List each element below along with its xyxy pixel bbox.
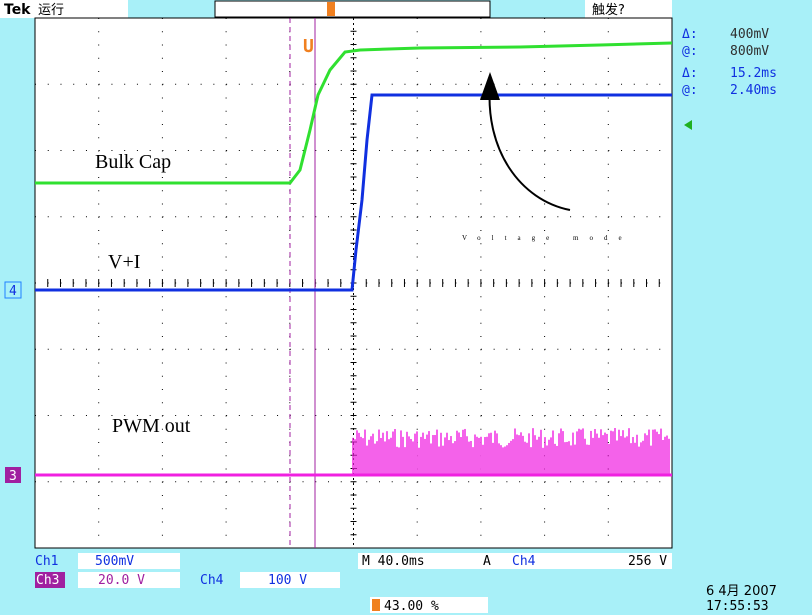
ch1-scale: 500mV <box>95 554 134 569</box>
readout-value: 2.40ms <box>730 83 777 98</box>
readout-value: 400mV <box>730 27 769 42</box>
ch4-marker-label: 4 <box>9 284 17 299</box>
readout-symbol: @: <box>682 44 698 59</box>
trigger-level: 256 V <box>628 554 667 569</box>
ch1-label: Ch1 <box>35 554 58 569</box>
ch4-label: Ch4 <box>200 573 224 588</box>
time: 17:55:53 <box>706 599 769 614</box>
run-status: 运行 <box>38 3 64 18</box>
readout-value: 15.2ms <box>730 66 777 81</box>
voltage-mode-label: Voltage mode <box>462 234 633 242</box>
scope-screen: Tek 运行 触发? U 4 3 Bulk Cap V+I PWM out Vo… <box>0 0 812 615</box>
date: 6 4月 2007 <box>706 584 777 599</box>
ch3-label: Ch3 <box>36 573 59 588</box>
readout-symbol: @: <box>682 83 698 98</box>
readout-value: 800mV <box>730 44 769 59</box>
trigger-status: 触发? <box>592 2 625 18</box>
trigger-position: 43.00 % <box>384 599 439 614</box>
trigger-marker: U <box>303 36 314 57</box>
readout-symbol: Δ: <box>682 27 698 42</box>
ch3-marker-label: 3 <box>9 469 17 484</box>
trigger-label: A <box>483 554 491 569</box>
brand: Tek <box>4 2 31 18</box>
ch4-scale: 100 V <box>268 573 307 588</box>
bulk-cap-label: Bulk Cap <box>95 151 171 173</box>
position-marker <box>372 599 380 611</box>
readout-symbol: Δ: <box>682 66 698 81</box>
trigger-point <box>327 2 335 16</box>
trigger-source: Ch4 <box>512 554 536 569</box>
v-plus-i-label: V+I <box>108 251 140 273</box>
pwm-out-label: PWM out <box>112 415 191 437</box>
timebase: M 40.0ms <box>362 554 425 569</box>
record-bar <box>215 1 490 17</box>
ch3-scale: 20.0 V <box>98 573 145 588</box>
